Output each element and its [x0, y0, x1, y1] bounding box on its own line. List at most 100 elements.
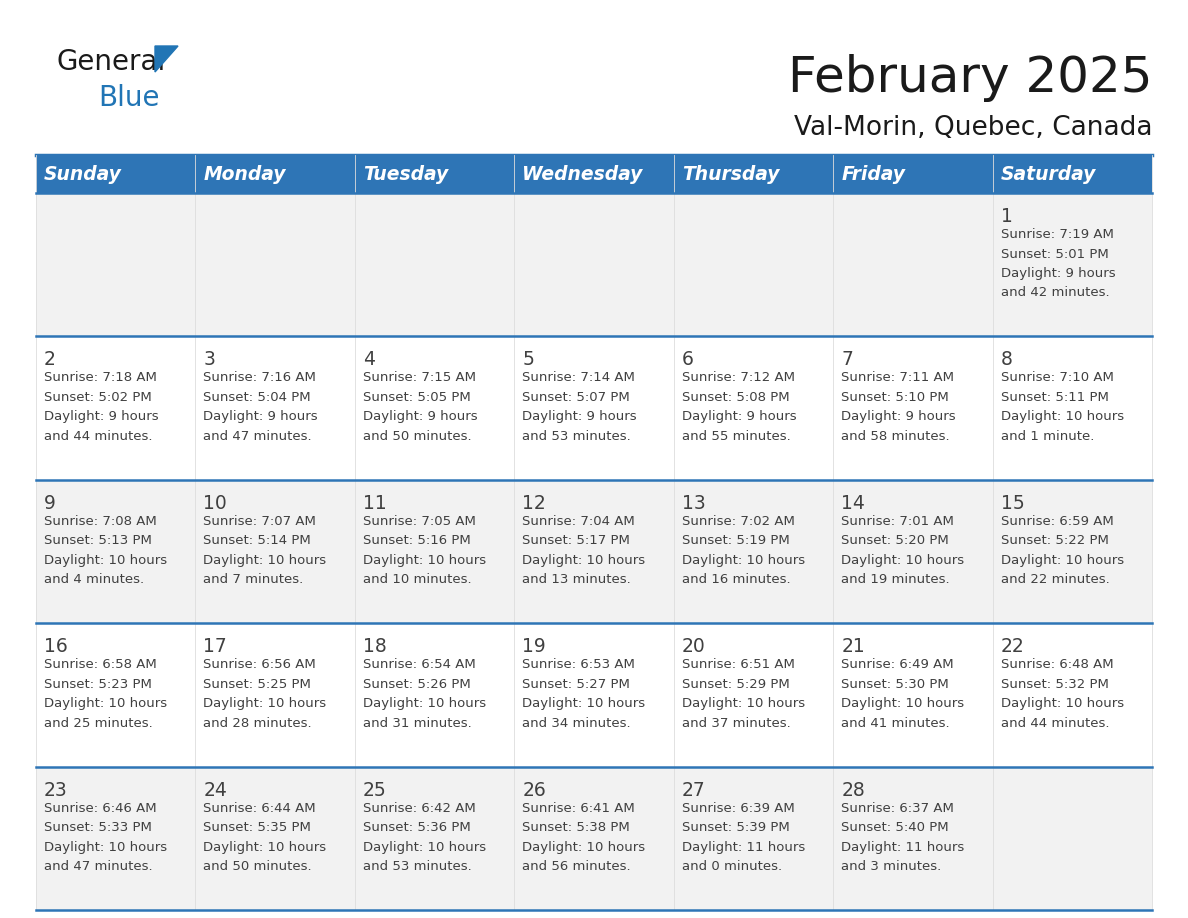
Text: Sunset: 5:08 PM: Sunset: 5:08 PM [682, 391, 789, 404]
Text: Sunrise: 6:49 AM: Sunrise: 6:49 AM [841, 658, 954, 671]
Text: Sunset: 5:38 PM: Sunset: 5:38 PM [523, 821, 630, 834]
Bar [674, 480, 833, 623]
Text: 6: 6 [682, 351, 694, 369]
Text: Daylight: 10 hours: Daylight: 10 hours [203, 697, 327, 711]
Bar [674, 623, 833, 767]
Bar [36, 767, 196, 910]
Bar [992, 480, 1152, 623]
Text: February 2025: February 2025 [788, 54, 1152, 102]
Text: 11: 11 [362, 494, 386, 513]
Text: Sunrise: 7:04 AM: Sunrise: 7:04 AM [523, 515, 636, 528]
Text: Daylight: 10 hours: Daylight: 10 hours [841, 554, 965, 566]
Bar [36, 623, 196, 767]
Text: 9: 9 [44, 494, 56, 513]
Text: Sunset: 5:40 PM: Sunset: 5:40 PM [841, 821, 949, 834]
Text: Sunset: 5:05 PM: Sunset: 5:05 PM [362, 391, 470, 404]
Text: Sunset: 5:16 PM: Sunset: 5:16 PM [362, 534, 470, 547]
Text: 22: 22 [1000, 637, 1024, 656]
Text: 23: 23 [44, 780, 68, 800]
Text: Sunrise: 6:44 AM: Sunrise: 6:44 AM [203, 801, 316, 814]
Text: Sunrise: 7:11 AM: Sunrise: 7:11 AM [841, 372, 954, 385]
Text: Daylight: 10 hours: Daylight: 10 hours [523, 841, 645, 854]
Text: Daylight: 9 hours: Daylight: 9 hours [1000, 267, 1116, 280]
Bar [36, 155, 1152, 193]
Text: Sunrise: 6:53 AM: Sunrise: 6:53 AM [523, 658, 636, 671]
Text: 5: 5 [523, 351, 535, 369]
Text: Daylight: 11 hours: Daylight: 11 hours [841, 841, 965, 854]
Bar [36, 193, 196, 336]
Text: Sunset: 5:23 PM: Sunset: 5:23 PM [44, 677, 152, 690]
Text: and 37 minutes.: and 37 minutes. [682, 717, 790, 730]
Text: Sunset: 5:29 PM: Sunset: 5:29 PM [682, 677, 790, 690]
Text: Sunrise: 7:08 AM: Sunrise: 7:08 AM [44, 515, 157, 528]
Text: 16: 16 [44, 637, 68, 656]
Text: Sunset: 5:02 PM: Sunset: 5:02 PM [44, 391, 152, 404]
Bar [355, 193, 514, 336]
Text: 1: 1 [1000, 207, 1012, 226]
Bar [36, 480, 196, 623]
Text: and 55 minutes.: and 55 minutes. [682, 430, 790, 442]
Text: 25: 25 [362, 780, 386, 800]
Text: Sunrise: 7:07 AM: Sunrise: 7:07 AM [203, 515, 316, 528]
Text: 13: 13 [682, 494, 706, 513]
Text: Sunrise: 7:14 AM: Sunrise: 7:14 AM [523, 372, 636, 385]
Text: Sunset: 5:33 PM: Sunset: 5:33 PM [44, 821, 152, 834]
Text: and 4 minutes.: and 4 minutes. [44, 574, 144, 587]
Text: Sunset: 5:11 PM: Sunset: 5:11 PM [1000, 391, 1108, 404]
Text: 15: 15 [1000, 494, 1024, 513]
Text: Sunset: 5:04 PM: Sunset: 5:04 PM [203, 391, 311, 404]
Text: 19: 19 [523, 637, 546, 656]
Bar [514, 480, 674, 623]
Bar [514, 767, 674, 910]
Bar [992, 336, 1152, 480]
Polygon shape [154, 46, 178, 72]
Bar [833, 480, 992, 623]
Text: Friday: Friday [841, 164, 905, 184]
Text: and 3 minutes.: and 3 minutes. [841, 860, 941, 873]
Text: Sunrise: 6:42 AM: Sunrise: 6:42 AM [362, 801, 475, 814]
Text: 14: 14 [841, 494, 865, 513]
Text: 12: 12 [523, 494, 546, 513]
Bar [355, 336, 514, 480]
Text: General: General [56, 48, 165, 76]
Text: Daylight: 11 hours: Daylight: 11 hours [682, 841, 805, 854]
Text: Sunset: 5:01 PM: Sunset: 5:01 PM [1000, 248, 1108, 261]
Text: Sunrise: 6:58 AM: Sunrise: 6:58 AM [44, 658, 157, 671]
Text: Sunset: 5:39 PM: Sunset: 5:39 PM [682, 821, 790, 834]
Text: 17: 17 [203, 637, 227, 656]
Text: Daylight: 10 hours: Daylight: 10 hours [44, 841, 168, 854]
Text: and 56 minutes.: and 56 minutes. [523, 860, 631, 873]
Text: Daylight: 10 hours: Daylight: 10 hours [682, 554, 804, 566]
Text: 18: 18 [362, 637, 386, 656]
Text: Daylight: 9 hours: Daylight: 9 hours [362, 410, 478, 423]
Text: Daylight: 9 hours: Daylight: 9 hours [841, 410, 956, 423]
Text: Sunrise: 6:39 AM: Sunrise: 6:39 AM [682, 801, 795, 814]
Bar [355, 623, 514, 767]
Text: Sunset: 5:30 PM: Sunset: 5:30 PM [841, 677, 949, 690]
Bar [196, 480, 355, 623]
Text: and 16 minutes.: and 16 minutes. [682, 574, 790, 587]
Text: Daylight: 10 hours: Daylight: 10 hours [841, 697, 965, 711]
Text: 7: 7 [841, 351, 853, 369]
Bar [674, 767, 833, 910]
Text: and 0 minutes.: and 0 minutes. [682, 860, 782, 873]
Text: and 47 minutes.: and 47 minutes. [203, 430, 312, 442]
Bar [355, 767, 514, 910]
Text: Daylight: 10 hours: Daylight: 10 hours [362, 841, 486, 854]
Text: Sunrise: 6:51 AM: Sunrise: 6:51 AM [682, 658, 795, 671]
Text: 10: 10 [203, 494, 227, 513]
Text: and 44 minutes.: and 44 minutes. [1000, 717, 1110, 730]
Bar [674, 336, 833, 480]
Bar [36, 336, 196, 480]
Text: and 42 minutes.: and 42 minutes. [1000, 286, 1110, 299]
Text: Sunset: 5:22 PM: Sunset: 5:22 PM [1000, 534, 1108, 547]
Text: Daylight: 10 hours: Daylight: 10 hours [44, 554, 168, 566]
Text: Daylight: 9 hours: Daylight: 9 hours [523, 410, 637, 423]
Bar [514, 336, 674, 480]
Text: and 44 minutes.: and 44 minutes. [44, 430, 152, 442]
Text: 28: 28 [841, 780, 865, 800]
Text: Sunset: 5:27 PM: Sunset: 5:27 PM [523, 677, 630, 690]
Text: and 34 minutes.: and 34 minutes. [523, 717, 631, 730]
Text: Sunset: 5:26 PM: Sunset: 5:26 PM [362, 677, 470, 690]
Bar [833, 193, 992, 336]
